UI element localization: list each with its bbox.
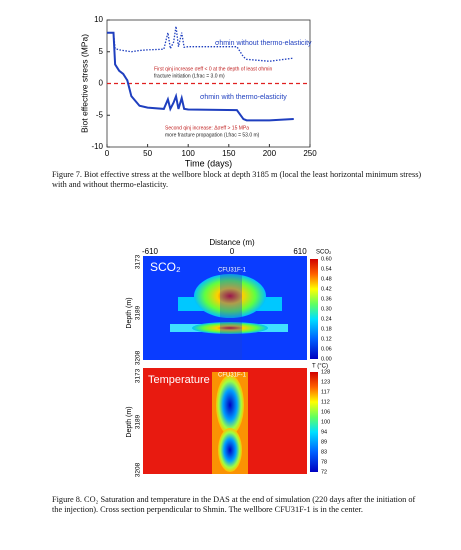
colorbar-tick-label: 0.48: [321, 276, 332, 282]
series-label: σhmin with thermo-elasticity: [200, 94, 287, 101]
y-tick-label: 3208: [135, 350, 142, 365]
colorbar-tick-label: 0.30: [321, 306, 332, 312]
y-tick-label: 10: [94, 15, 103, 24]
series-label: σhmin without thermo-elasticity: [215, 40, 312, 47]
well-zone: [220, 265, 242, 360]
colorbar-tick-label: 0.12: [321, 336, 332, 342]
x-tick-label: 610: [293, 247, 307, 256]
colorbar-tick-label: 83: [321, 449, 327, 455]
cool-zone: [216, 375, 244, 435]
y-axis-label: Biot effective stress (MPa): [79, 34, 89, 133]
x-tick-label: 0: [230, 247, 235, 256]
well-label: CFU31F-1: [218, 268, 247, 274]
colorbar-tick-label: 106: [321, 409, 330, 415]
y-tick-label: -5: [96, 110, 104, 119]
colorbar-tick-label: 72: [321, 469, 327, 475]
series-line: [107, 26, 294, 62]
y-tick-label: 3173: [135, 254, 142, 269]
colorbar-tick-label: 112: [321, 399, 330, 405]
colorbar-title: SCO₂: [316, 250, 332, 256]
colorbar-tick-label: 78: [321, 459, 327, 465]
y-tick-label: 3208: [135, 462, 142, 477]
colorbar: [310, 259, 318, 359]
annotation: fracture initiation (Lfrac = 3.0 m): [154, 73, 225, 79]
x-tick-label: 100: [182, 149, 196, 158]
panel-label: Temperature: [148, 374, 210, 386]
colorbar-tick-label: 123: [321, 379, 330, 385]
annotation: Second qinj increase: Δσeff > 15 MPa: [165, 125, 249, 131]
x-tick-label: 50: [143, 149, 152, 158]
y-axis-label: Depth (m): [126, 297, 133, 328]
colorbar-tick-label: 0.24: [321, 316, 332, 322]
colorbar-tick-label: 94: [321, 429, 327, 435]
colorbar-title: T (°C): [312, 364, 328, 370]
y-tick-label: 3189: [135, 414, 142, 429]
plume: [194, 274, 266, 318]
figure-caption: Figure 7. Biot effective stress at the w…: [52, 170, 422, 189]
x-tick-label: 200: [263, 149, 277, 158]
colorbar-tick-label: 0.42: [321, 286, 332, 292]
colorbar-tick-label: 89: [321, 439, 327, 445]
colorbar: [310, 372, 318, 472]
x-axis-label: Distance (m): [209, 238, 255, 247]
y-tick-label: 3173: [135, 368, 142, 383]
y-tick-label: -10: [91, 142, 103, 151]
cool-zone: [218, 428, 242, 472]
colorbar-tick-label: 0.36: [321, 296, 332, 302]
colorbar-tick-label: 117: [321, 389, 330, 395]
x-tick-label: 150: [222, 149, 236, 158]
x-tick-label: -610: [142, 247, 159, 256]
colorbar-tick-label: 100: [321, 419, 330, 425]
colorbar-tick-label: 0.54: [321, 266, 332, 272]
colorbar-tick-label: 0.00: [321, 356, 332, 362]
colorbar-tick-label: 0.06: [321, 346, 332, 352]
colorbar-tick-label: 0.60: [321, 256, 332, 262]
x-axis-label: Time (days): [185, 158, 232, 168]
x-tick-label: 0: [105, 149, 110, 158]
x-tick-label: 250: [303, 149, 317, 158]
panel-label: SCO₂: [150, 260, 181, 274]
colorbar-tick-label: 128: [321, 369, 330, 375]
annotation: more fracture propagation (Lfrac = 53.0 …: [165, 132, 260, 138]
well-label: CFU31F-1: [218, 373, 247, 379]
annotation: First qinj increase σeff < 0 at the dept…: [154, 66, 272, 72]
y-axis-label: Depth (m): [126, 406, 133, 437]
y-tick-label: 3189: [135, 305, 142, 320]
y-tick-label: 0: [99, 79, 104, 88]
colorbar-tick-label: 0.18: [321, 326, 332, 332]
plume: [192, 322, 268, 334]
y-tick-label: 5: [99, 47, 104, 56]
figure-caption: Figure 8. CO₂ Saturation and temperature…: [52, 495, 416, 514]
series-line: [107, 31, 294, 122]
